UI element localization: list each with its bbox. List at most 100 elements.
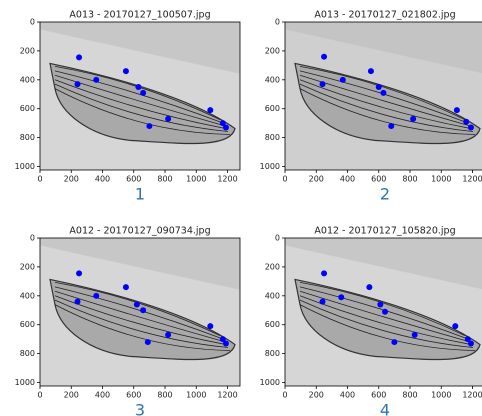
point: [366, 284, 373, 291]
point: [122, 284, 129, 291]
wing-vein: [299, 299, 474, 348]
y-tick-label: 800: [265, 133, 280, 142]
point: [388, 123, 395, 130]
wing-vein: [54, 299, 229, 348]
subplot-title: A013 - 20170127_021802.jpg: [314, 10, 455, 21]
x-tick-label: 1000: [186, 391, 206, 400]
y-tick-label: 1000: [15, 378, 35, 387]
point: [133, 301, 140, 308]
point: [76, 270, 83, 277]
y-tick-label: 0: [30, 18, 35, 27]
y-tick-label: 400: [265, 75, 280, 84]
point: [207, 323, 214, 330]
point: [76, 54, 83, 61]
wing-vein: [54, 79, 227, 129]
point: [219, 336, 226, 343]
point: [321, 270, 328, 277]
wing-vein: [54, 83, 229, 132]
wing: [49, 278, 236, 361]
y-tick-label: 0: [275, 18, 280, 27]
point: [338, 294, 345, 301]
x-tick-label: 200: [64, 391, 79, 400]
point: [122, 68, 129, 75]
x-tick-label: 1200: [462, 175, 482, 184]
point: [367, 68, 374, 75]
axes-frame: [284, 21, 482, 171]
point: [146, 123, 153, 130]
point: [452, 323, 459, 330]
y-tick-label: 800: [20, 133, 35, 142]
point: [207, 107, 214, 114]
caption: 1: [135, 185, 145, 204]
y-tick-label: 200: [20, 262, 35, 271]
x-tick-label: 800: [157, 391, 172, 400]
point: [140, 89, 147, 96]
point: [467, 124, 474, 131]
x-tick-label: 400: [340, 391, 355, 400]
point: [411, 331, 418, 338]
point: [144, 339, 151, 346]
point: [93, 76, 100, 83]
x-tick-label: 0: [282, 175, 287, 184]
axes-frame: [284, 237, 482, 387]
x-tick-label: 800: [402, 391, 417, 400]
x-tick-label: 800: [157, 175, 172, 184]
point: [165, 331, 172, 338]
x-tick-label: 800: [402, 175, 417, 184]
y-tick-label: 600: [265, 104, 280, 113]
wing-vein: [54, 70, 223, 124]
point: [453, 107, 460, 114]
x-tick-label: 200: [309, 175, 324, 184]
wing-vein: [54, 74, 225, 126]
photo-shade: [285, 238, 482, 290]
point: [222, 340, 229, 347]
x-tick-label: 200: [309, 391, 324, 400]
point: [135, 84, 142, 91]
y-tick-label: 800: [265, 349, 280, 358]
point: [380, 89, 387, 96]
wing: [49, 62, 236, 145]
wing-vein: [54, 88, 231, 135]
wing-vein: [299, 83, 474, 132]
wing-vein: [54, 290, 225, 342]
wing-vein: [299, 282, 466, 337]
wing-vein: [299, 79, 472, 129]
x-tick-label: 200: [64, 175, 79, 184]
point: [93, 292, 100, 299]
y-tick-label: 400: [265, 291, 280, 300]
photo-shade: [40, 22, 240, 74]
axes-frame: [39, 21, 241, 171]
wing-vein: [299, 290, 470, 342]
axes-frame: [39, 237, 241, 387]
y-tick-label: 400: [20, 291, 35, 300]
x-tick-label: 1200: [217, 175, 237, 184]
y-tick-label: 200: [265, 46, 280, 55]
caption: 3: [135, 401, 145, 416]
wing: [294, 62, 481, 145]
point: [410, 115, 417, 122]
x-tick-label: 400: [95, 391, 110, 400]
x-tick-label: 1000: [186, 175, 206, 184]
point: [140, 307, 147, 314]
x-tick-label: 600: [371, 175, 386, 184]
x-tick-label: 600: [126, 175, 141, 184]
y-tick-label: 800: [20, 349, 35, 358]
point: [319, 298, 326, 305]
y-tick-label: 600: [265, 320, 280, 329]
x-tick-label: 600: [371, 391, 386, 400]
photo-shade: [40, 238, 240, 290]
y-tick-label: 200: [20, 46, 35, 55]
x-tick-label: 0: [37, 391, 42, 400]
wing-vein: [299, 304, 476, 351]
y-tick-label: 0: [275, 234, 280, 243]
point: [222, 124, 229, 131]
caption: 2: [380, 185, 390, 204]
wing-vein: [299, 88, 476, 135]
x-tick-label: 400: [95, 175, 110, 184]
y-tick-label: 1000: [260, 162, 280, 171]
point: [375, 84, 382, 91]
point: [391, 339, 398, 346]
x-tick-label: 1200: [217, 391, 237, 400]
subplot-title: A013 - 20170127_100507.jpg: [69, 10, 210, 21]
